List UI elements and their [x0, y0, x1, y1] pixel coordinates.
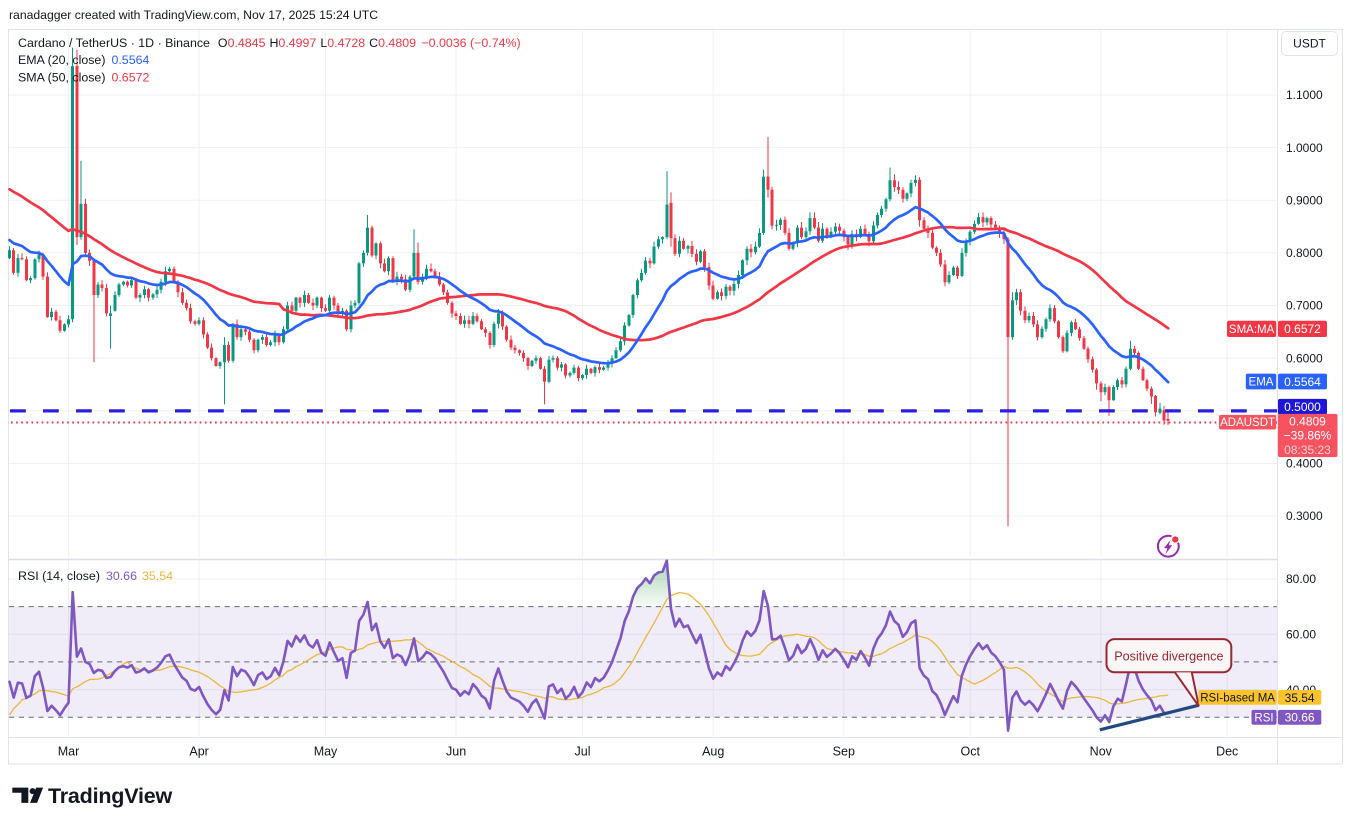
svg-text:EMA (20, close)0.5564: EMA (20, close) 0.5564 [18, 53, 149, 67]
svg-text:EMA: EMA [1249, 377, 1274, 389]
svg-text:0.7000: 0.7000 [1286, 299, 1323, 313]
svg-text:60.00: 60.00 [1286, 628, 1316, 642]
svg-text:Apr: Apr [189, 745, 208, 759]
svg-text:Jul: Jul [575, 745, 591, 759]
svg-text:35.54: 35.54 [1285, 691, 1315, 705]
svg-text:RSI-based MA: RSI-based MA [1200, 693, 1275, 705]
svg-text:0.5000: 0.5000 [1284, 400, 1321, 414]
svg-text:80.00: 80.00 [1286, 572, 1316, 586]
svg-text:RSI: RSI [1254, 712, 1273, 724]
svg-text:TradingView: TradingView [48, 784, 173, 808]
svg-text:0.8000: 0.8000 [1286, 246, 1323, 260]
svg-text:Dec: Dec [1216, 745, 1238, 759]
svg-text:Nov: Nov [1090, 745, 1113, 759]
svg-text:0.3000: 0.3000 [1286, 509, 1323, 523]
svg-text:08:35:23: 08:35:23 [1284, 443, 1331, 457]
svg-text:SMA:MA: SMA:MA [1229, 324, 1275, 336]
svg-text:USDT: USDT [1293, 37, 1326, 51]
svg-text:Mar: Mar [58, 745, 80, 759]
svg-text:Oct: Oct [960, 745, 980, 759]
svg-text:Aug: Aug [702, 745, 724, 759]
svg-text:1.1000: 1.1000 [1286, 88, 1323, 102]
svg-text:ADAUSDT: ADAUSDT [1220, 417, 1275, 429]
svg-text:0.6572: 0.6572 [1284, 322, 1321, 336]
svg-text:0.4809: 0.4809 [1289, 414, 1326, 428]
svg-text:0.9000: 0.9000 [1286, 194, 1323, 208]
svg-text:Jun: Jun [446, 745, 466, 759]
svg-text:0.4000: 0.4000 [1286, 457, 1323, 471]
svg-text:Positive divergence: Positive divergence [1114, 649, 1223, 663]
svg-text:−39.86%: −39.86% [1284, 429, 1332, 443]
svg-text:Cardano / TetherUS · 1D · Bina: Cardano / TetherUS · 1D · Binance O0.4845… [18, 36, 521, 50]
svg-text:May: May [314, 745, 338, 759]
svg-text:SMA (50, close)0.6572: SMA (50, close) 0.6572 [18, 70, 149, 84]
svg-text:0.6000: 0.6000 [1286, 351, 1323, 365]
svg-text:0.5564: 0.5564 [1284, 375, 1321, 389]
svg-text:ranadagger created with Tradin: ranadagger created with TradingView.com,… [9, 8, 378, 22]
svg-text:Sep: Sep [833, 745, 855, 759]
svg-text:1.0000: 1.0000 [1286, 141, 1323, 155]
svg-text:30.66: 30.66 [1285, 711, 1315, 725]
